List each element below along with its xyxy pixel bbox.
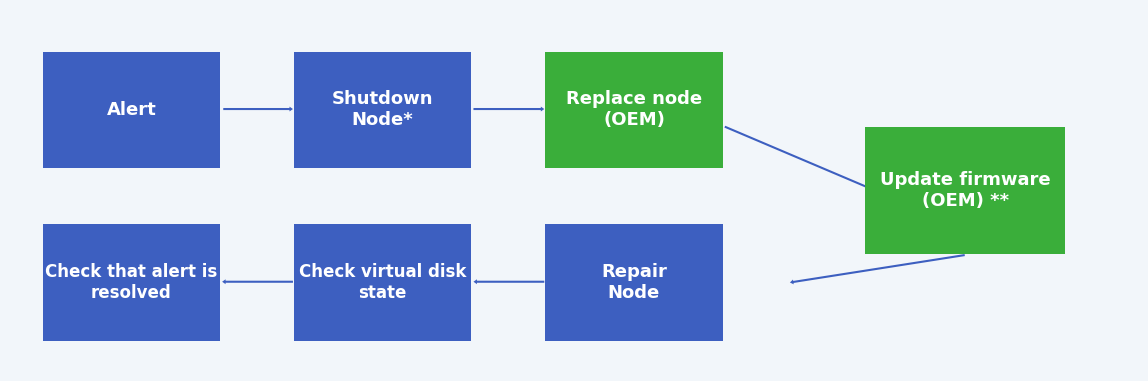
FancyBboxPatch shape bbox=[294, 224, 471, 341]
Text: Replace node
(OEM): Replace node (OEM) bbox=[566, 90, 703, 129]
FancyBboxPatch shape bbox=[294, 51, 471, 168]
FancyBboxPatch shape bbox=[866, 126, 1065, 255]
FancyBboxPatch shape bbox=[42, 224, 220, 341]
Text: Update firmware
(OEM) **: Update firmware (OEM) ** bbox=[881, 171, 1050, 210]
FancyBboxPatch shape bbox=[42, 51, 220, 168]
Text: Check virtual disk
state: Check virtual disk state bbox=[298, 263, 466, 302]
Text: Repair
Node: Repair Node bbox=[602, 263, 667, 302]
Text: Check that alert is
resolved: Check that alert is resolved bbox=[45, 263, 217, 302]
Text: Shutdown
Node*: Shutdown Node* bbox=[332, 90, 434, 129]
Text: Alert: Alert bbox=[107, 101, 156, 119]
FancyBboxPatch shape bbox=[545, 224, 722, 341]
FancyBboxPatch shape bbox=[545, 51, 722, 168]
